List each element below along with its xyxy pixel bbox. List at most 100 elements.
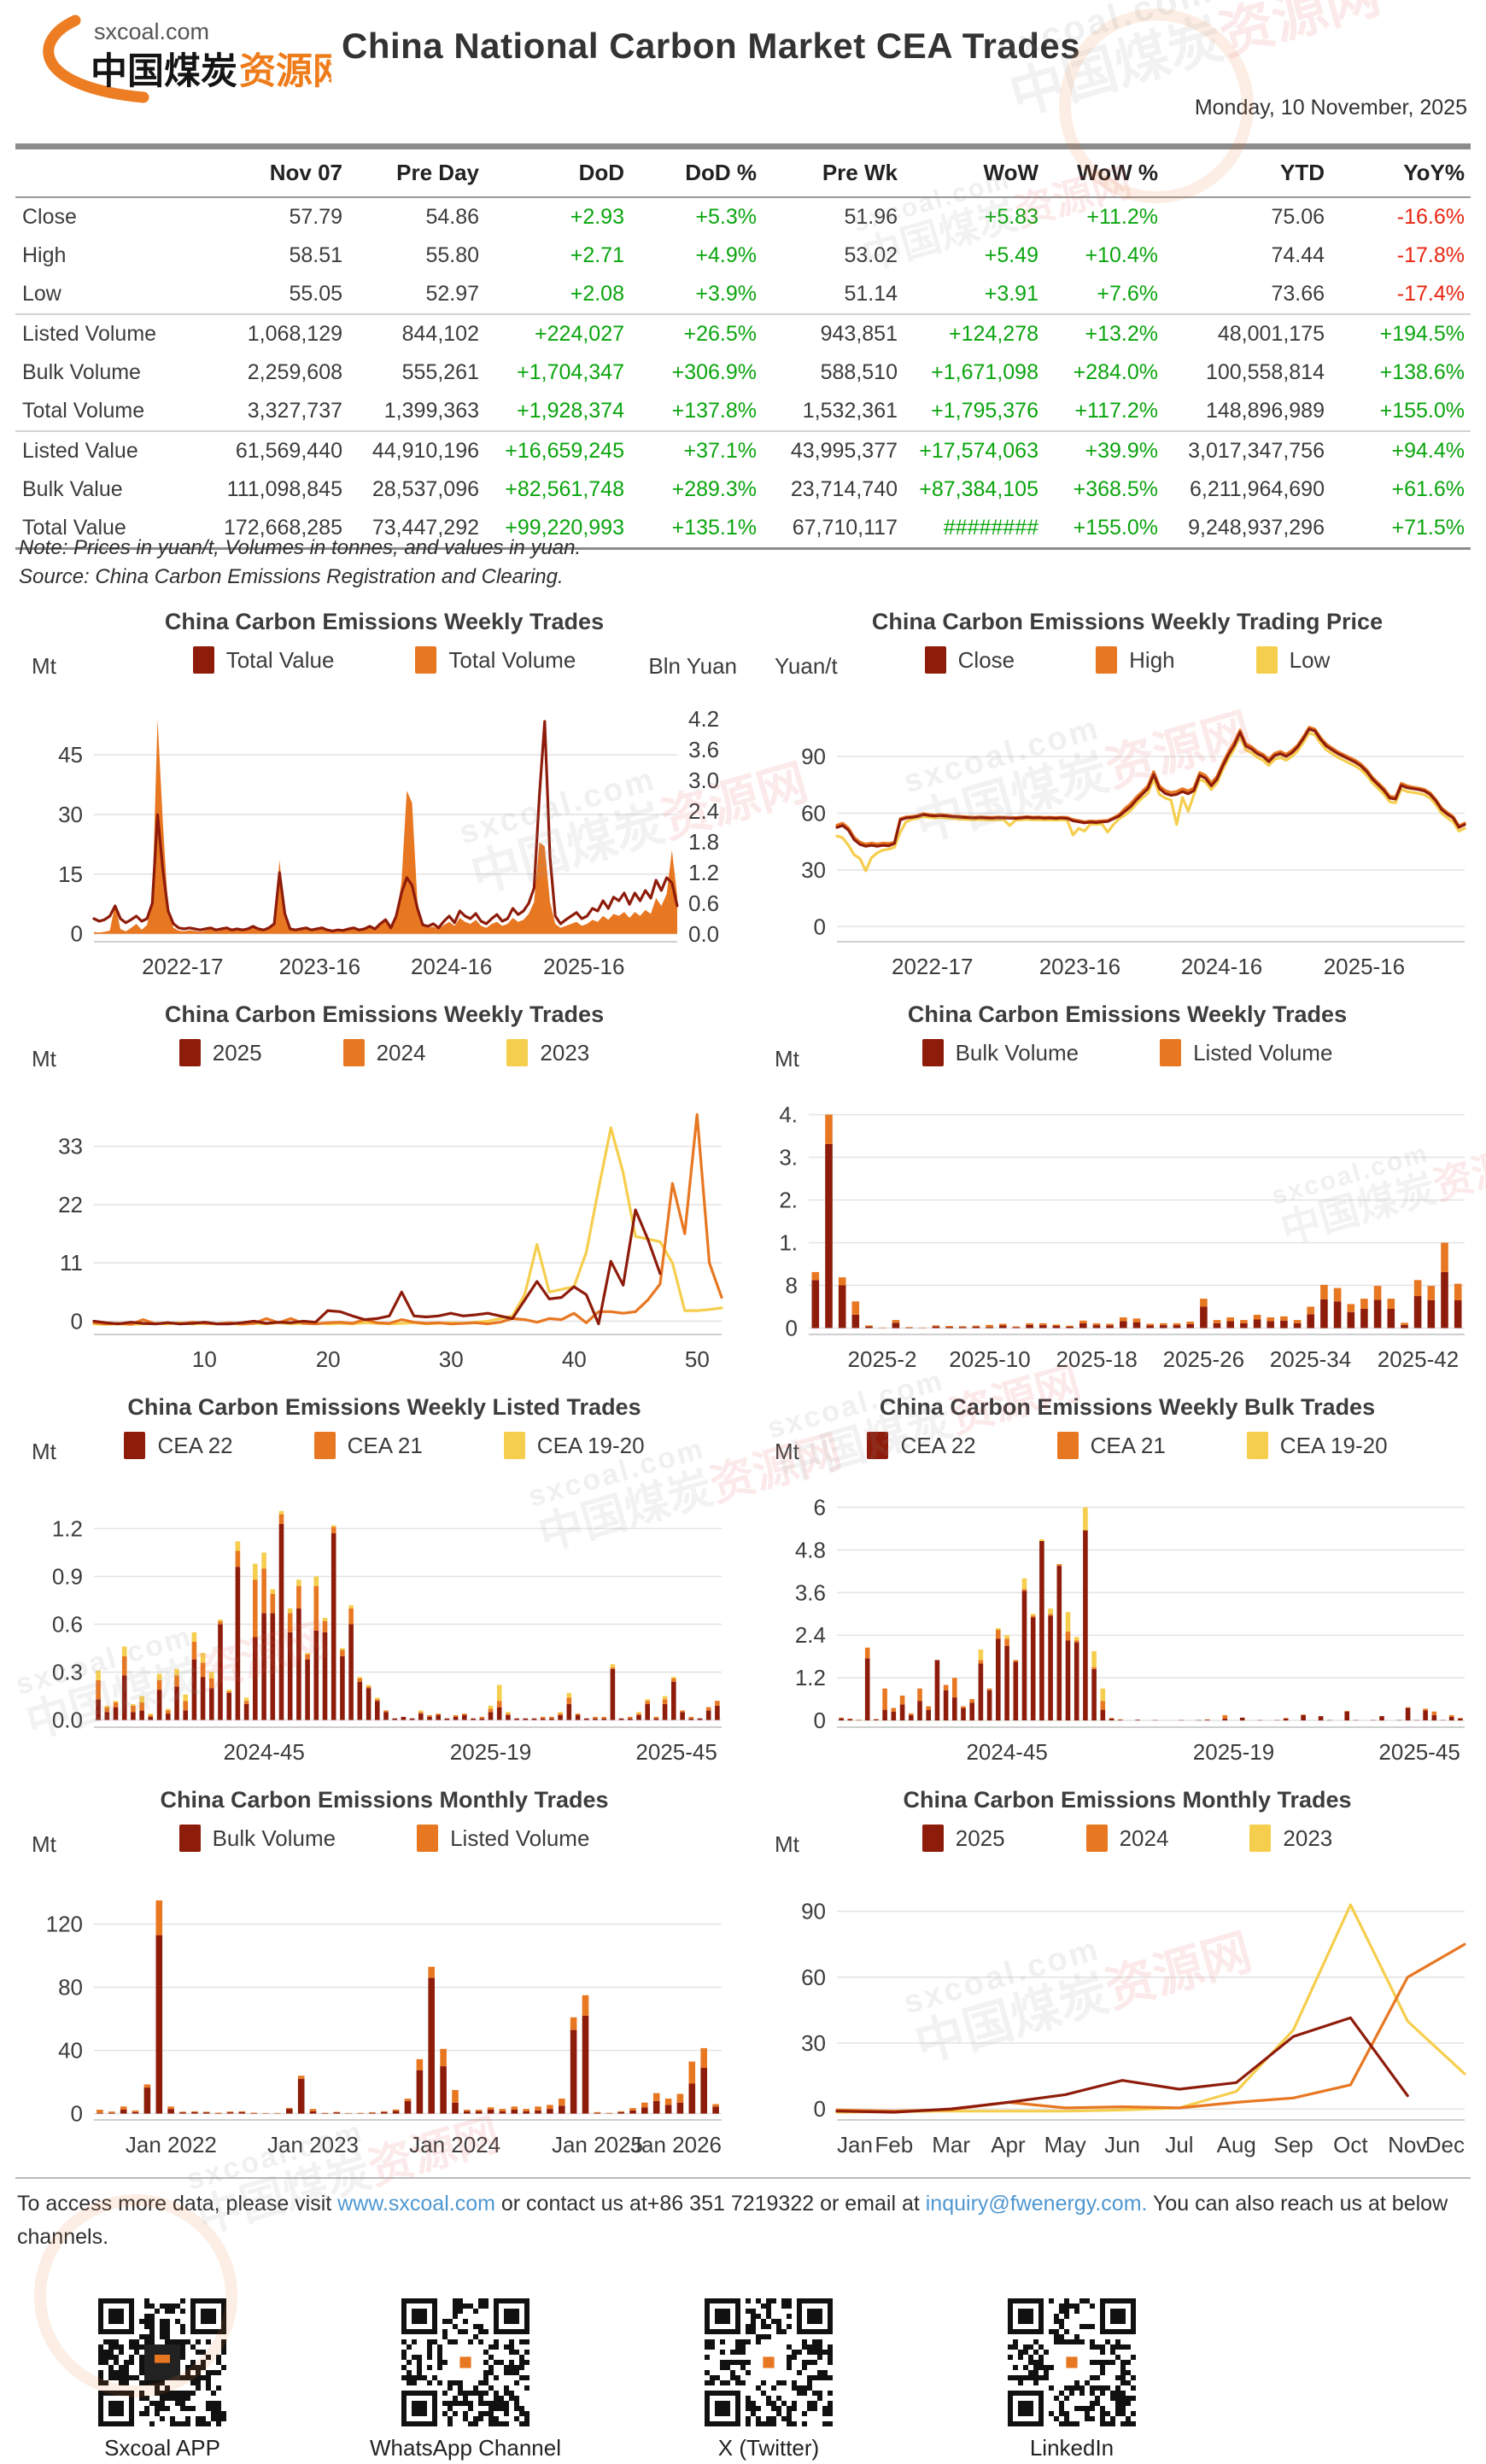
table-cell: +17,574,063 [919, 439, 1038, 463]
table-header-row: Nov 07 Pre Day DoD DoD % Pre Wk WoW WoW % YTD Yo… [15, 149, 1471, 198]
svg-text:30: 30 [439, 1346, 464, 1372]
svg-text:4.2: 4.2 [688, 706, 719, 732]
chart-legend: Bulk Volume Listed Volume [90, 1825, 679, 1852]
qr-label: LinkedIn [1029, 2435, 1114, 2461]
svg-text:2025-42: 2025-42 [1378, 1346, 1459, 1372]
row-label: Close [22, 205, 77, 229]
svg-text:90: 90 [801, 1899, 826, 1924]
chart-2: China Carbon Emissions Weekly Trades 2025… [13, 995, 756, 1387]
svg-text:2.4: 2.4 [795, 1622, 826, 1648]
table-cell: 3,017,347,756 [1188, 439, 1325, 463]
table-cell: 75.06 [1271, 205, 1325, 229]
svg-text:2025-16: 2025-16 [543, 954, 624, 979]
chart-legend: 2025 2024 2023 [90, 1039, 679, 1066]
table-cell: 53.02 [844, 243, 898, 267]
table-cell: +99,220,993 [505, 516, 624, 540]
svg-text:1.: 1. [779, 1230, 798, 1256]
legend-item: 2024 [1085, 1825, 1168, 1852]
chart-title: China Carbon Emissions Weekly Trades [164, 1001, 605, 1027]
table-row: Total Value 172,668,285 73,447,292 +99,220,… [15, 509, 1471, 547]
table-cell: 2,259,608 [247, 360, 342, 384]
column-header: DoD [578, 160, 624, 185]
svg-text:资源网: 资源网 [239, 51, 331, 92]
table-cell: +306.9% [671, 360, 757, 384]
svg-text:3.: 3. [779, 1145, 798, 1171]
column-header: Pre Wk [822, 160, 898, 185]
legend-swatch-icon [924, 646, 946, 674]
table-cell: 58.51 [289, 243, 342, 267]
svg-text:2.4: 2.4 [688, 798, 719, 824]
footer-divider [15, 2177, 1471, 2179]
table-cell: +87,384,105 [919, 477, 1038, 501]
legend-item: Listed Volume [417, 1825, 589, 1852]
svg-text:2025-45: 2025-45 [635, 1739, 717, 1765]
table-cell: 148,896,989 [1205, 399, 1325, 423]
svg-text:40: 40 [562, 1346, 587, 1372]
svg-text:2024-45: 2024-45 [966, 1739, 1047, 1765]
axis-unit-left: Yuan/t [775, 653, 838, 679]
svg-text:2025-18: 2025-18 [1056, 1346, 1137, 1372]
svg-text:0.0: 0.0 [688, 921, 719, 947]
svg-text:3.6: 3.6 [688, 737, 719, 762]
chart-legend: Close High Low [833, 646, 1422, 674]
table-cell: 57.79 [289, 205, 342, 229]
table-cell: +10.4% [1085, 243, 1159, 267]
table-row: Low 55.05 52.97 +2.08 +3.9% 51.14 +3.91 +7.6% 73… [15, 275, 1471, 313]
svg-text:Mar: Mar [932, 2132, 970, 2157]
svg-text:Jan: Jan [837, 2132, 873, 2157]
table-cell: +3.91 [984, 282, 1038, 306]
chart-0: China Carbon Emissions Weekly Trades Tota… [13, 602, 756, 995]
axis-unit-left: Mt [775, 1439, 799, 1464]
table-cell: +2.71 [570, 243, 624, 267]
table-cell: 1,532,361 [802, 399, 898, 423]
svg-text:Nov: Nov [1388, 2132, 1427, 2157]
svg-text:2.: 2. [779, 1188, 798, 1213]
legend-item: CEA 22 [867, 1432, 976, 1459]
svg-text:0.9: 0.9 [52, 1563, 83, 1589]
email-link[interactable]: inquiry@fwenergy.com. [925, 2192, 1148, 2216]
legend-swatch-icon [1056, 1432, 1079, 1459]
svg-text:1.2: 1.2 [688, 860, 719, 885]
table-cell: +82,561,748 [505, 477, 624, 501]
table-cell: 100,558,814 [1205, 360, 1325, 384]
chart-title: China Carbon Emissions Weekly Trading Pr… [871, 609, 1384, 634]
footer-seg1: To access more data, please visit [17, 2192, 338, 2216]
legend-item: Low [1255, 646, 1330, 674]
chart-title: China Carbon Emissions Monthly Trades [903, 1787, 1352, 1813]
table-cell: ######## [943, 516, 1038, 540]
table-cell: +5.3% [695, 205, 757, 229]
svg-text:2024-45: 2024-45 [223, 1739, 304, 1765]
chart-6: China Carbon Emissions Monthly Trades Bul… [13, 1780, 756, 2173]
table-cell: +5.83 [984, 205, 1038, 229]
chart-plot: 0 40 80 120 Jan 2022 Jan 2023 Jan 2024 Jan 2025… [46, 1900, 722, 2157]
svg-text:Jun: Jun [1104, 2132, 1140, 2157]
svg-text:Dec: Dec [1425, 2132, 1465, 2157]
table-cell: 1,068,129 [247, 322, 342, 346]
legend-item: CEA 19-20 [1246, 1432, 1388, 1459]
svg-text:中国煤炭: 中国煤炭 [91, 51, 237, 92]
chart-legend: Total Value Total Volume [90, 646, 679, 674]
svg-text:Jan 2025: Jan 2025 [552, 2132, 643, 2157]
chart-legend: Bulk Volume Listed Volume [833, 1039, 1422, 1066]
table-row: Listed Value 61,569,440 44,910,196 +16,659,… [15, 430, 1471, 470]
svg-text:60: 60 [801, 1965, 826, 1990]
axis-unit-left: Mt [32, 1831, 56, 1857]
footer-seg2: or contact us at+86 351 7219322 or email… [494, 2192, 926, 2216]
table-cell: 44,910,196 [372, 439, 479, 463]
svg-text:2024-16: 2024-16 [411, 954, 492, 979]
axis-unit-left: Mt [32, 1046, 56, 1071]
table-row: High 58.51 55.80 +2.71 +4.9% 53.02 +5.49 +10.4%… [15, 236, 1471, 275]
svg-text:0: 0 [71, 921, 83, 947]
table-cell: 73,447,292 [372, 516, 479, 540]
svg-text:Jan 2023: Jan 2023 [267, 2132, 359, 2157]
table-cell: +155.0% [1379, 399, 1465, 423]
svg-text:0.0: 0.0 [52, 1708, 83, 1733]
svg-text:Jul: Jul [1165, 2132, 1193, 2157]
chart-legend: 2025 2024 2023 [833, 1825, 1422, 1852]
svg-text:2023-16: 2023-16 [279, 954, 360, 979]
column-header: DoD % [685, 160, 757, 185]
column-header: Nov 07 [269, 160, 342, 185]
sxcoal-link[interactable]: www.sxcoal.com [337, 2192, 495, 2216]
svg-text:120: 120 [46, 1912, 83, 1937]
svg-text:45: 45 [58, 742, 83, 768]
